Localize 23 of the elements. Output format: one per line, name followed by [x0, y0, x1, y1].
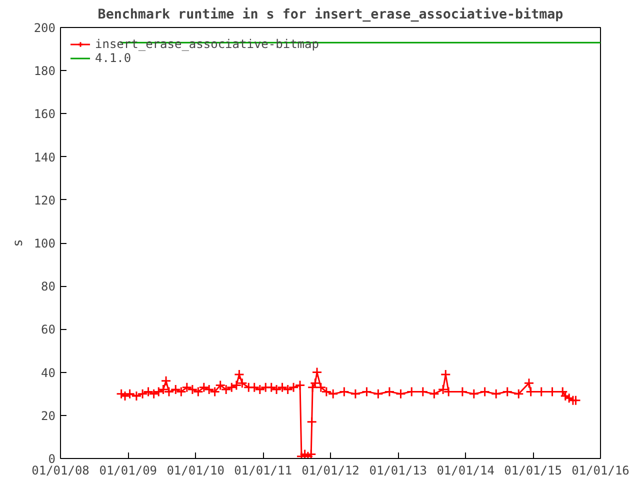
x-tick-label: 01/01/13: [369, 464, 428, 478]
y-tick-label: 40: [41, 366, 56, 380]
x-tick-label: 01/01/11: [234, 464, 292, 478]
x-tick-label: 01/01/16: [572, 464, 630, 478]
y-tick-label: 80: [41, 280, 56, 294]
chart-title: Benchmark runtime in s for insert_erase_associative-bitmap: [98, 8, 564, 22]
legend-label: 4.1.0: [95, 51, 132, 65]
y-tick-label: 120: [34, 193, 56, 208]
x-tick-label: 01/01/14: [436, 464, 494, 478]
x-tick-label: 01/01/09: [99, 464, 158, 478]
x-tick-label: 01/01/10: [166, 464, 224, 478]
y-tick-label: 160: [34, 107, 56, 122]
y-tick-label: 140: [34, 150, 56, 164]
y-tick-label: 60: [41, 322, 56, 337]
y-tick-label: 180: [34, 64, 56, 78]
y-tick-label: 0: [48, 452, 56, 466]
x-tick-label: 01/01/15: [504, 464, 562, 478]
y-tick-label: 200: [34, 21, 56, 35]
y-tick-label: 100: [34, 236, 56, 250]
x-tick-label: 01/01/08: [32, 464, 90, 478]
y-tick-label: 20: [41, 408, 56, 423]
y-axis-title: s: [10, 239, 26, 247]
x-tick-label: 01/01/12: [302, 464, 360, 478]
